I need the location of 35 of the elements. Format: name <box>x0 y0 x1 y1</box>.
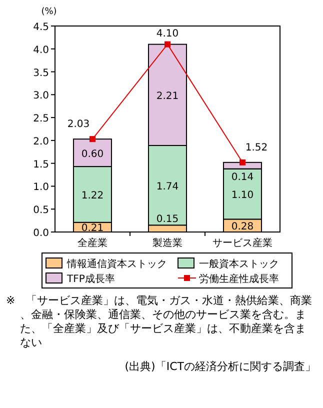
point <box>240 159 246 166</box>
data-label: 0.15 <box>156 214 179 226</box>
y-tick-label: 0.5 <box>33 205 49 216</box>
x-tick-label: 製造業 <box>152 237 182 249</box>
y-tick-label: 4.0 <box>33 44 49 56</box>
data-label: 2.03 <box>67 119 90 130</box>
y-tick-label: 1.0 <box>33 182 49 194</box>
data-label: 0.28 <box>231 222 254 233</box>
data-label: 4.10 <box>156 28 179 40</box>
data-label: 2.21 <box>156 90 179 102</box>
data-label: 0.21 <box>81 223 104 234</box>
legend-label: 労働生産性成長率 <box>199 273 279 285</box>
x-tick-label: 全産業 <box>78 237 108 249</box>
data-label: 1.74 <box>156 181 179 192</box>
y-tick-label: 4.5 <box>33 22 49 33</box>
y-tick-label: 1.5 <box>33 159 49 170</box>
y-axis-title: (%) <box>41 7 57 17</box>
y-tick-label: 3.0 <box>33 90 49 102</box>
point <box>164 41 170 48</box>
y-tick-label: 2.0 <box>33 136 49 148</box>
y-tick-label: 0.0 <box>33 228 49 239</box>
x-tick-label: サービス産業 <box>212 237 272 249</box>
legend-label: 情報通信資本ストック <box>66 258 167 270</box>
y-tick-label: 2.5 <box>33 114 49 125</box>
text: (出典)「ICTの経済分析に関する調査」 <box>124 360 316 373</box>
point <box>90 136 96 142</box>
legend-label: 一般資本ストック <box>199 258 279 270</box>
data-label: 1.22 <box>81 190 104 202</box>
legend-label: TFP成長率 <box>66 273 115 285</box>
data-label: 0.60 <box>81 148 104 160</box>
data-label: 1.10 <box>231 190 254 202</box>
y-tick-label: 3.5 <box>33 68 49 79</box>
text: ※ 「サービス産業」は、電気・ガス・水道・熱供給業、商業、金融・保険業、通信業、その他のサービス業を含む。また、「全産業」及び「サービス産業」は、不動産業を含まない <box>6 294 312 349</box>
data-label: 0.14 <box>231 172 254 183</box>
data-label: 1.52 <box>245 142 268 154</box>
